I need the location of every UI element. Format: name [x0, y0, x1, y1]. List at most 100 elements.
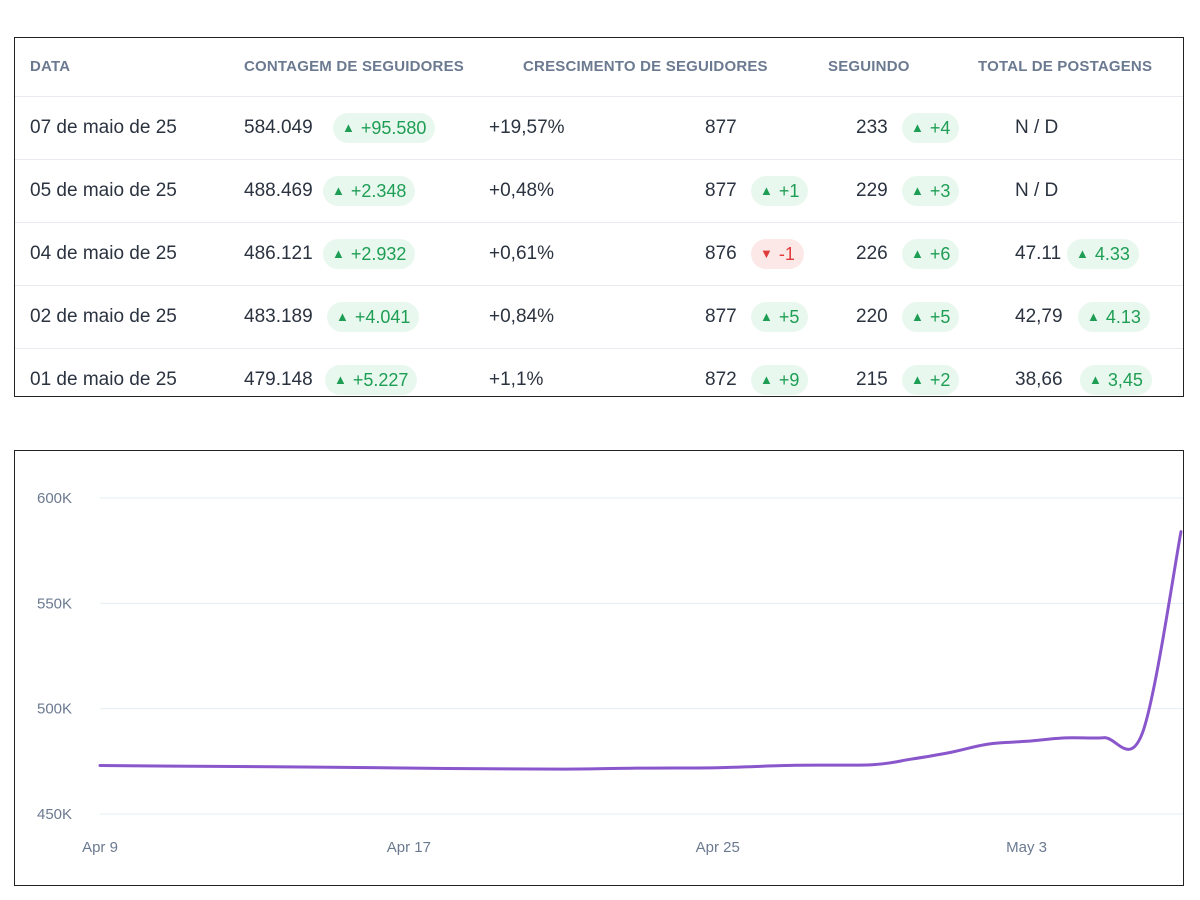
posts-delta-badge-value: 4.33 [1094, 244, 1130, 264]
table-row[interactable]: 02 de maio de 25 483.189 ▲ +4.041 +0,84% 877 ▲… [15, 285, 1183, 348]
data-point[interactable] [789, 759, 801, 771]
following-cell: 872 [705, 369, 737, 390]
following-cell: 877 [705, 306, 737, 327]
header-total-posts[interactable]: TOTAL DE POSTAGENS [978, 58, 1153, 75]
date-cell: 04 de maio de 25 [30, 243, 177, 264]
followers-delta-badge: ▲ +5.227 [325, 365, 418, 395]
data-point[interactable] [210, 760, 222, 772]
up-triangle-icon: ▲ [332, 183, 345, 198]
followers-count-cell: 479.148 [244, 369, 313, 390]
followers-delta-badge-value: +95.580 [360, 118, 427, 138]
total-posts-cell: 38,66 [1015, 369, 1063, 390]
followers-delta-badge-value: +2.348 [350, 181, 407, 201]
posts-delta-badge: ▲ 4.13 [1078, 302, 1150, 332]
following-count-delta-badge-value: +3 [929, 181, 951, 201]
posts-delta-badge-value: 4.13 [1105, 307, 1141, 327]
y-tick-label: 500K [37, 701, 72, 718]
data-point[interactable] [326, 761, 338, 773]
posts-delta-badge: ▲ 4.33 [1067, 239, 1139, 269]
y-tick-label: 550K [37, 595, 72, 612]
header-followers-count[interactable]: CONTAGEM DE SEGUIDORES [244, 58, 464, 75]
followers-chart: 450K 500K 550K 600K Apr 9 Apr 17 Apr 25 May 3 [14, 450, 1184, 886]
following-count-cell: 215 [856, 369, 888, 390]
data-point[interactable] [1098, 732, 1110, 744]
date-cell: 01 de maio de 25 [30, 369, 177, 390]
up-triangle-icon: ▲ [1089, 372, 1102, 387]
followers-count-cell: 486.121 [244, 243, 313, 264]
date-cell: 02 de maio de 25 [30, 306, 177, 327]
followers-delta-badge: ▲ +4.041 [327, 302, 420, 332]
following-count-cell: 220 [856, 306, 888, 327]
header-following[interactable]: SEGUINDO [828, 58, 910, 75]
x-tick-label: May 3 [1006, 839, 1047, 856]
total-posts-cell: N / D [1015, 180, 1059, 201]
data-point[interactable] [866, 759, 878, 771]
up-triangle-icon: ▲ [1087, 309, 1100, 324]
header-date[interactable]: DATA [30, 58, 71, 75]
data-point[interactable] [1175, 526, 1183, 538]
data-point[interactable] [905, 753, 917, 765]
table-row[interactable]: 04 de maio de 25 486.121 ▲ +2.932 +0,61% 876 ▼… [15, 222, 1183, 285]
down-triangle-icon: ▼ [760, 246, 773, 261]
up-triangle-icon: ▲ [911, 120, 924, 135]
posts-delta-badge: ▲ 3,45 [1080, 365, 1152, 395]
followers-delta-badge-value: +2.932 [350, 244, 407, 264]
following-delta-badge: ▲ +1 [751, 176, 809, 206]
following-cell: 877 [705, 180, 737, 201]
up-triangle-icon: ▲ [911, 246, 924, 261]
following-count-delta-badge-value: +4 [929, 118, 951, 138]
following-count-cell: 229 [856, 180, 888, 201]
up-triangle-icon: ▲ [911, 372, 924, 387]
following-count-cell: 233 [856, 117, 888, 138]
data-point[interactable] [1059, 732, 1071, 744]
following-delta-badge: ▼ -1 [751, 239, 804, 269]
total-posts-cell: N / D [1015, 117, 1059, 138]
data-point[interactable] [982, 738, 994, 750]
header-followers-growth[interactable]: CRESCIMENTO DE SEGUIDORES [523, 58, 768, 75]
data-point[interactable] [1136, 727, 1148, 739]
date-cell: 05 de maio de 25 [30, 180, 177, 201]
line-chart-svg: 450K 500K 550K 600K Apr 9 Apr 17 Apr 25 May 3 [37, 490, 1183, 856]
following-cell: 876 [705, 243, 737, 264]
x-tick-label: Apr 9 [82, 839, 118, 856]
following-count-delta-badge-value: +2 [929, 370, 951, 390]
following-delta-badge-value: +9 [778, 370, 800, 390]
total-posts-cell: 42,79 [1015, 306, 1063, 327]
following-cell: 877 [705, 117, 737, 138]
table-row[interactable]: 05 de maio de 25 488.469 ▲ +2.348 +0,48% 877 ▲… [15, 159, 1183, 222]
data-point[interactable] [94, 760, 106, 772]
followers-count-cell: 488.469 [244, 180, 313, 201]
up-triangle-icon: ▲ [760, 372, 773, 387]
table-body: 07 de maio de 25 584.049 ▲ +95.580 +19,57% 87… [15, 96, 1183, 411]
up-triangle-icon: ▲ [342, 120, 355, 135]
followers-table: DATA CONTAGEM DE SEGUIDORES CRESCIMENTO … [14, 37, 1184, 397]
followers-delta-badge: ▲ +2.348 [323, 176, 416, 206]
followers-growth-cell: +1,1% [489, 369, 544, 390]
data-point[interactable] [712, 762, 724, 774]
followers-delta-badge: ▲ +95.580 [333, 113, 436, 143]
following-delta-badge-value: +5 [778, 307, 800, 327]
data-point[interactable] [635, 762, 647, 774]
following-count-delta-badge: ▲ +4 [902, 113, 960, 143]
y-tick-label: 450K [37, 806, 72, 823]
table-row[interactable]: 07 de maio de 25 584.049 ▲ +95.580 +19,57% 87… [15, 96, 1183, 159]
table-row[interactable]: 01 de maio de 25 479.148 ▲ +5.227 +1,1% 872 ▲ +… [15, 348, 1183, 411]
followers-count-cell: 483.189 [244, 306, 313, 327]
x-tick-label: Apr 25 [696, 839, 740, 856]
up-triangle-icon: ▲ [332, 246, 345, 261]
data-point[interactable] [557, 763, 569, 775]
total-posts-cell: 47.11 [1015, 243, 1062, 264]
followers-count-cell: 584.049 [244, 117, 313, 138]
data-point[interactable] [1021, 735, 1033, 747]
data-point[interactable] [943, 747, 955, 759]
followers-growth-cell: +0,48% [489, 180, 554, 201]
followers-delta-badge: ▲ +2.932 [323, 239, 416, 269]
followers-delta-badge-value: +5.227 [352, 370, 409, 390]
data-point[interactable] [441, 762, 453, 774]
table-header: DATA CONTAGEM DE SEGUIDORES CRESCIMENTO … [15, 38, 1183, 96]
following-delta-badge: ▲ +5 [751, 302, 809, 332]
y-tick-label: 600K [37, 490, 72, 507]
up-triangle-icon: ▲ [911, 183, 924, 198]
following-count-delta-badge-value: +5 [929, 307, 951, 327]
up-triangle-icon: ▲ [760, 309, 773, 324]
